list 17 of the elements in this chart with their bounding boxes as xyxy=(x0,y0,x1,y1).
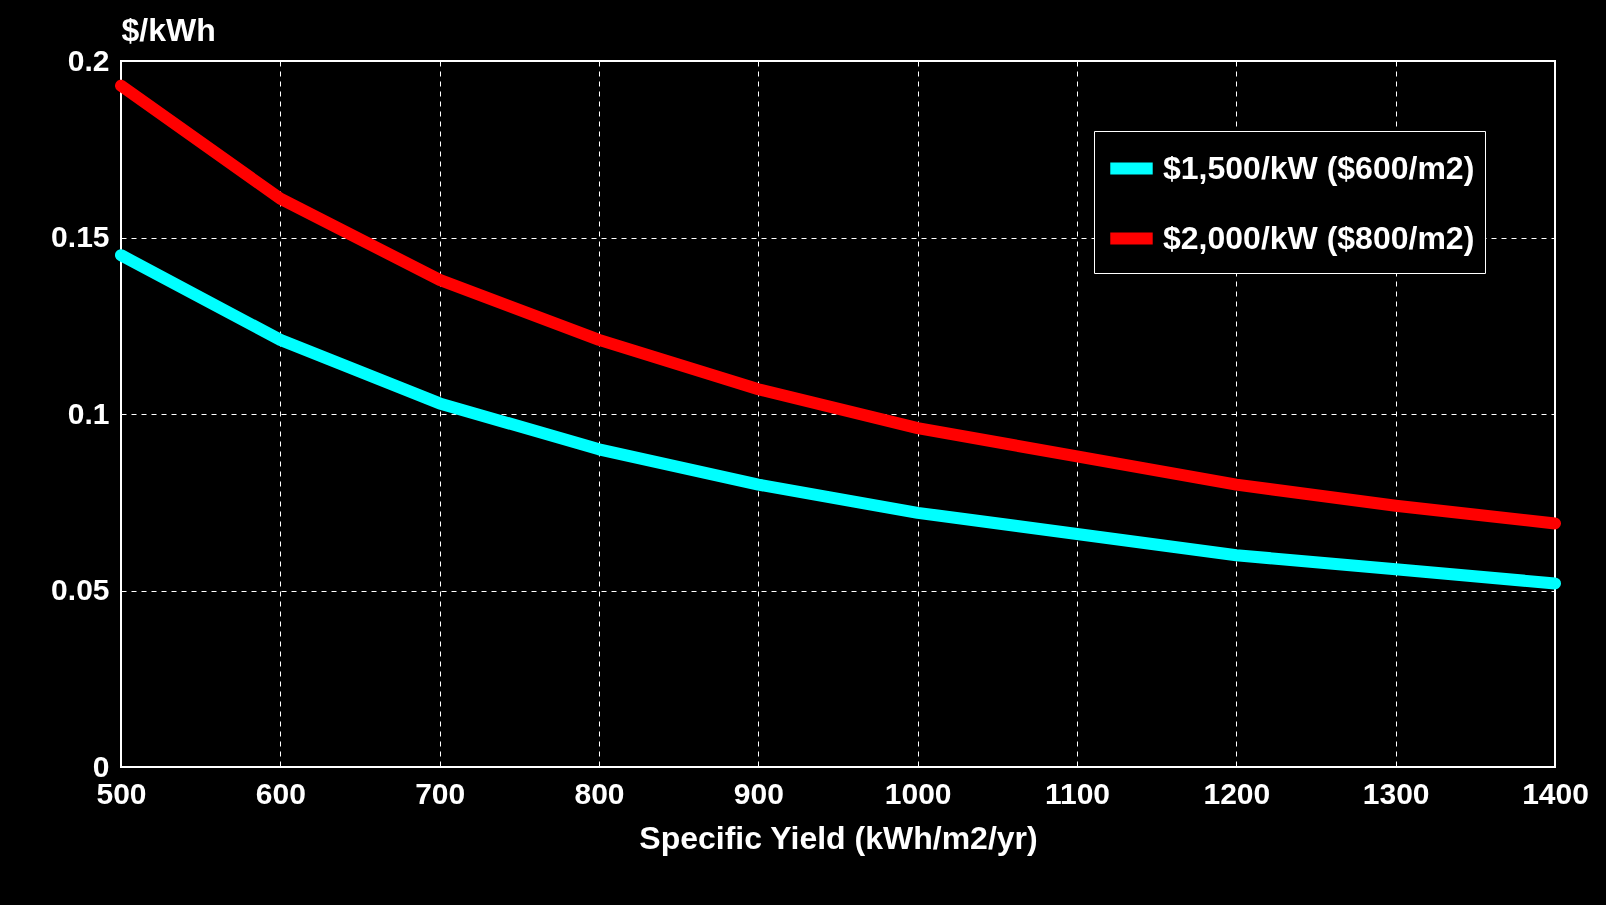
x-tick-label: 1100 xyxy=(1044,776,1111,810)
x-tick-label: 1400 xyxy=(1522,776,1589,810)
x-tick-label: 600 xyxy=(255,776,306,810)
x-tick-label: 900 xyxy=(733,776,784,810)
y-tick-label: 0.1 xyxy=(67,396,110,430)
x-tick-label: 1200 xyxy=(1203,776,1271,810)
y-axis-title: $/kWh xyxy=(121,11,216,48)
x-tick-label: 700 xyxy=(415,776,466,810)
legend-label: $1,500/kW ($600/m2) xyxy=(1163,149,1475,186)
x-tick-label: 1300 xyxy=(1362,776,1430,810)
x-tick-label: 1000 xyxy=(884,776,952,810)
y-tick-label: 0.05 xyxy=(51,573,110,606)
y-tick-label: 0.15 xyxy=(51,220,110,253)
x-tick-label: 800 xyxy=(574,776,625,810)
y-tick-label: 0.2 xyxy=(67,43,110,77)
x-axis-title: Specific Yield (kWh/m2/yr) xyxy=(639,819,1038,856)
legend-label: $2,000/kW ($800/m2) xyxy=(1163,219,1475,256)
